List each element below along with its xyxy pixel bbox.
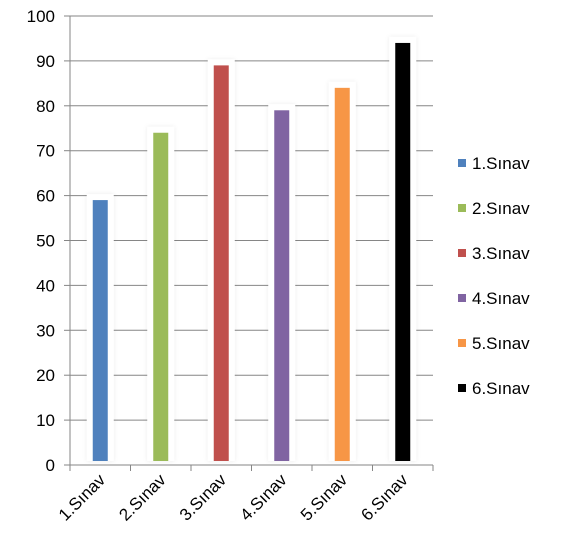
legend-label: 4.Sınav <box>472 289 530 308</box>
legend-swatch <box>458 294 466 302</box>
x-category-label: 6.Sınav <box>357 470 412 525</box>
y-tick-label: 100 <box>27 7 55 26</box>
legend-label: 6.Sınav <box>472 379 530 398</box>
bars <box>86 36 417 462</box>
bar-4 <box>274 110 290 461</box>
legend-swatch <box>458 204 466 212</box>
y-tick-label: 10 <box>36 411 55 430</box>
legend-swatch <box>458 339 466 347</box>
y-tick-label: 20 <box>36 366 55 385</box>
legend-swatch <box>458 384 466 392</box>
y-tick-label: 90 <box>36 52 55 71</box>
bar-3 <box>213 65 229 461</box>
x-category-label: 2.Sınav <box>115 470 170 525</box>
y-tick-label: 60 <box>36 187 55 206</box>
legend-swatch <box>458 159 466 167</box>
legend-label: 3.Sınav <box>472 244 530 263</box>
bar-6 <box>395 42 411 461</box>
legend-label: 2.Sınav <box>472 199 530 218</box>
gridlines <box>70 15 433 421</box>
bar-5 <box>334 87 350 461</box>
legend: 1.Sınav 2.Sınav 3.Sınav 4.Sınav 5.Sınav 6.Sın… <box>458 154 530 398</box>
axes <box>64 15 434 471</box>
y-tick-label: 40 <box>36 276 55 295</box>
y-tick-label: 80 <box>36 97 55 116</box>
y-tick-label: 30 <box>36 321 55 340</box>
y-tick-labels: 0 10 20 30 40 50 60 70 80 90 100 <box>27 7 55 475</box>
y-tick-label: 0 <box>46 456 55 475</box>
x-category-label: 5.Sınav <box>297 470 352 525</box>
x-category-labels: 1.Sınav 2.Sınav 3.Sınav 4.Sınav 5.Sınav 6.Sın… <box>55 470 412 525</box>
bar-2 <box>153 132 169 462</box>
legend-label: 5.Sınav <box>472 334 530 353</box>
x-category-label: 3.Sınav <box>176 470 231 525</box>
y-tick-label: 70 <box>36 142 55 161</box>
x-category-label: 4.Sınav <box>236 470 291 525</box>
bar-1 <box>92 200 108 461</box>
y-tick-label: 50 <box>36 232 55 251</box>
legend-label: 1.Sınav <box>472 154 530 173</box>
legend-swatch <box>458 249 466 257</box>
x-category-label: 1.Sınav <box>55 470 110 525</box>
